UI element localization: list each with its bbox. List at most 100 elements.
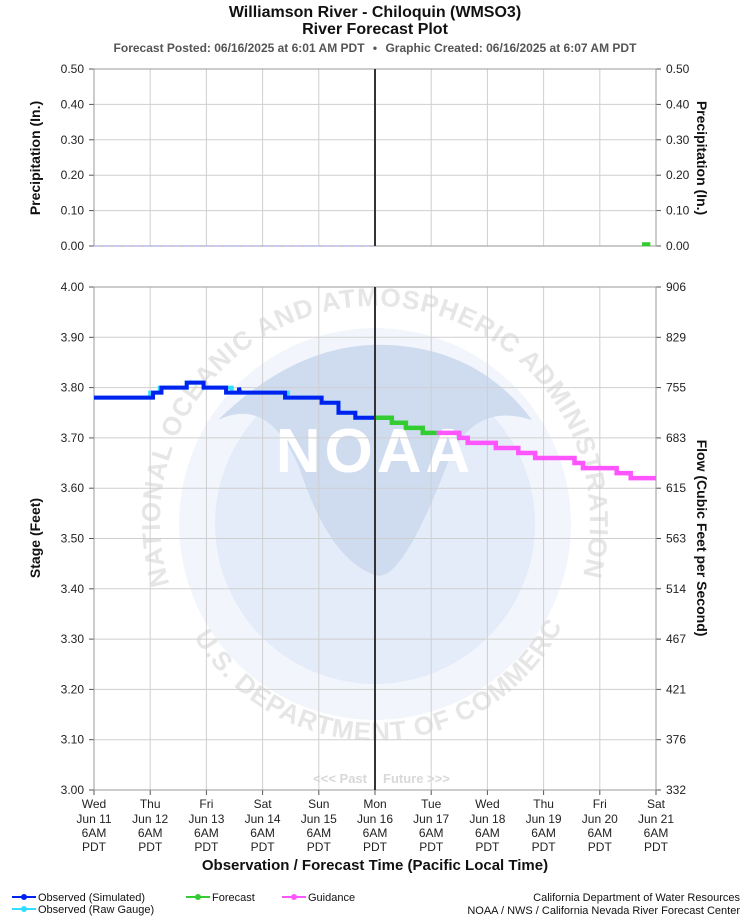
precip-left-tick-label: 0.20	[61, 168, 85, 182]
x-tick-day: Wed	[475, 797, 499, 811]
x-tick-day: Mon	[363, 797, 386, 811]
x-tick-tz: PDT	[475, 840, 500, 854]
x-tick-time: 6AM	[363, 826, 388, 840]
series-line-guidance	[436, 430, 656, 481]
precip-right-tick-label: 0.30	[666, 133, 690, 147]
flow-tick-label: 906	[666, 280, 686, 294]
legend-label: Observed (Simulated)	[38, 892, 145, 904]
precipitation-panel: 0.00 0.00 0.10 0.10 0.20 0.20 0.30 0.30 0.40 0.40…	[27, 62, 710, 253]
legend-swatch-marker	[195, 894, 201, 900]
flow-tick-label: 467	[666, 632, 686, 646]
series-line-observed-simulated	[94, 380, 375, 420]
chart-subtitle: River Forecast Plot	[302, 21, 448, 38]
stage-ylabel: Stage (Feet)	[27, 498, 43, 578]
precip-left-tick-label: 0.40	[61, 97, 85, 111]
x-tick-date: Jun 18	[469, 812, 505, 826]
x-tick-tz: PDT	[419, 840, 444, 854]
x-tick-date: Jun 15	[301, 812, 337, 826]
watermark-logo-text: NOAA	[276, 417, 475, 486]
stage-tick-label: 3.00	[61, 783, 85, 797]
legend-label: Observed (Raw Gauge)	[38, 904, 154, 916]
stage-tick-label: 3.10	[61, 733, 85, 747]
x-tick-date: Jun 19	[526, 812, 562, 826]
precip-ylabel-left: Precipitation (In.)	[27, 101, 43, 215]
past-label: <<< Past	[313, 771, 368, 786]
x-tick-time: 6AM	[419, 826, 444, 840]
x-tick-time: 6AM	[82, 826, 107, 840]
x-tick-day: Thu	[533, 797, 554, 811]
stage-tick-label: 4.00	[61, 280, 85, 294]
x-tick-tz: PDT	[251, 840, 276, 854]
flow-tick-label: 332	[666, 783, 686, 797]
x-tick-tz: PDT	[82, 840, 107, 854]
stage-tick-label: 3.70	[61, 431, 85, 445]
flow-tick-label: 563	[666, 532, 686, 546]
legend-swatch-marker	[21, 906, 27, 912]
future-label: Future >>>	[383, 771, 450, 786]
x-tick-day: Sun	[308, 797, 329, 811]
precip-left-tick-label: 0.50	[61, 62, 85, 76]
x-tick-day: Thu	[140, 797, 161, 811]
series-line-forecast	[375, 415, 437, 436]
precip-right-tick-label: 0.50	[666, 62, 690, 76]
x-tick-day: Sat	[647, 797, 666, 811]
legend-label: Forecast	[212, 892, 255, 904]
stage-tick-label: 3.90	[61, 330, 85, 344]
forecast-posted: Forecast Posted: 06/16/2025 at 6:01 AM P…	[113, 41, 365, 55]
x-tick-time: 6AM	[475, 826, 500, 840]
x-tick-date: Jun 11	[76, 812, 111, 826]
x-tick-date: Jun 16	[357, 812, 393, 826]
legend: Observed (Simulated)Observed (Raw Gauge)…	[12, 892, 355, 916]
stage-panel: 3.00 332 3.10 376 3.20 421 3.30 467 3.40 514 3.50 5…	[27, 280, 710, 874]
flow-tick-label: 421	[666, 682, 686, 696]
x-tick-time: 6AM	[194, 826, 219, 840]
x-tick-day: Wed	[82, 797, 106, 811]
separator-bullet: •	[372, 41, 378, 55]
x-tick-tz: PDT	[194, 840, 219, 854]
flow-tick-label: 829	[666, 330, 686, 344]
x-tick-tz: PDT	[532, 840, 557, 854]
flow-tick-label: 376	[666, 733, 686, 747]
x-tick-date: Jun 12	[132, 812, 168, 826]
x-tick-tz: PDT	[363, 840, 388, 854]
x-tick-tz: PDT	[138, 840, 163, 854]
credit-dwr: California Department of Water Resources	[533, 892, 740, 904]
x-tick-day: Fri	[199, 797, 213, 811]
precip-right-tick-label: 0.40	[666, 97, 690, 111]
x-tick-time: 6AM	[138, 826, 163, 840]
legend-label: Guidance	[308, 892, 355, 904]
x-axis-label: Observation / Forecast Time (Pacific Loc…	[202, 857, 548, 874]
x-tick-date: Jun 20	[582, 812, 618, 826]
x-tick-date: Jun 14	[245, 812, 281, 826]
precip-left-tick-label: 0.00	[61, 239, 85, 253]
x-tick-time: 6AM	[587, 826, 612, 840]
precip-right-tick-label: 0.00	[666, 239, 690, 253]
precip-ylabel-right: Precipitation (In.)	[694, 101, 710, 215]
x-tick-tz: PDT	[644, 840, 669, 854]
x-tick-date: Jun 17	[413, 812, 449, 826]
graphic-created: Graphic Created: 06/16/2025 at 6:07 AM P…	[385, 41, 637, 55]
x-tick-time: 6AM	[306, 826, 331, 840]
precip-left-tick-label: 0.30	[61, 133, 85, 147]
x-tick-time: 6AM	[531, 826, 556, 840]
precip-right-tick-label: 0.20	[666, 168, 690, 182]
x-tick-date: Jun 21	[638, 812, 674, 826]
stage-tick-label: 3.80	[61, 381, 85, 395]
x-tick-day: Sat	[254, 797, 273, 811]
legend-swatch-marker	[291, 894, 297, 900]
stage-tick-label: 3.40	[61, 582, 85, 596]
x-tick-day: Fri	[593, 797, 607, 811]
x-tick-tz: PDT	[588, 840, 613, 854]
x-tick-time: 6AM	[644, 826, 669, 840]
chart-title: Williamson River - Chiloquin (WMSO3)	[228, 4, 522, 21]
stage-tick-label: 3.20	[61, 682, 85, 696]
flow-tick-label: 514	[666, 582, 686, 596]
stage-tick-label: 3.50	[61, 532, 85, 546]
flow-tick-label: 755	[666, 381, 686, 395]
x-tick-day: Tue	[421, 797, 442, 811]
stage-tick-label: 3.30	[61, 632, 85, 646]
x-tick-date: Jun 13	[188, 812, 224, 826]
